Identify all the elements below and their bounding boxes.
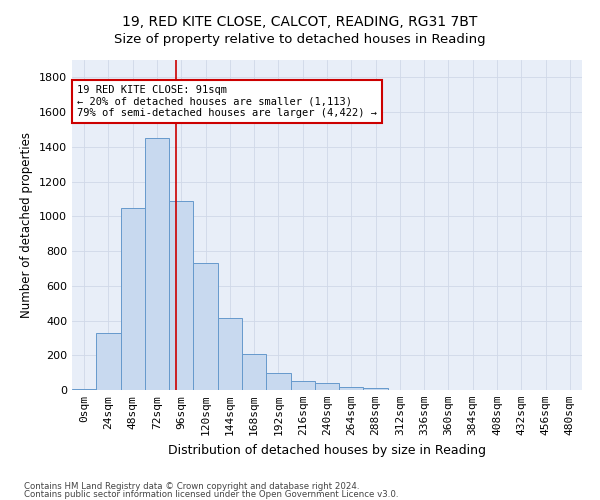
- Bar: [339, 386, 364, 390]
- X-axis label: Distribution of detached houses by size in Reading: Distribution of detached houses by size …: [168, 444, 486, 456]
- Bar: [193, 263, 218, 390]
- Bar: [364, 388, 388, 390]
- Bar: [315, 383, 339, 390]
- Text: Contains HM Land Registry data © Crown copyright and database right 2024.: Contains HM Land Registry data © Crown c…: [24, 482, 359, 491]
- Text: Contains public sector information licensed under the Open Government Licence v3: Contains public sector information licen…: [24, 490, 398, 499]
- Bar: [266, 372, 290, 390]
- Bar: [218, 318, 242, 390]
- Text: Size of property relative to detached houses in Reading: Size of property relative to detached ho…: [114, 32, 486, 46]
- Bar: [242, 354, 266, 390]
- Bar: [72, 389, 96, 390]
- Bar: [169, 200, 193, 390]
- Bar: [96, 332, 121, 390]
- Bar: [121, 208, 145, 390]
- Text: 19, RED KITE CLOSE, CALCOT, READING, RG31 7BT: 19, RED KITE CLOSE, CALCOT, READING, RG3…: [122, 15, 478, 29]
- Bar: [290, 382, 315, 390]
- Bar: [145, 138, 169, 390]
- Y-axis label: Number of detached properties: Number of detached properties: [20, 132, 34, 318]
- Text: 19 RED KITE CLOSE: 91sqm
← 20% of detached houses are smaller (1,113)
79% of sem: 19 RED KITE CLOSE: 91sqm ← 20% of detach…: [77, 84, 377, 118]
